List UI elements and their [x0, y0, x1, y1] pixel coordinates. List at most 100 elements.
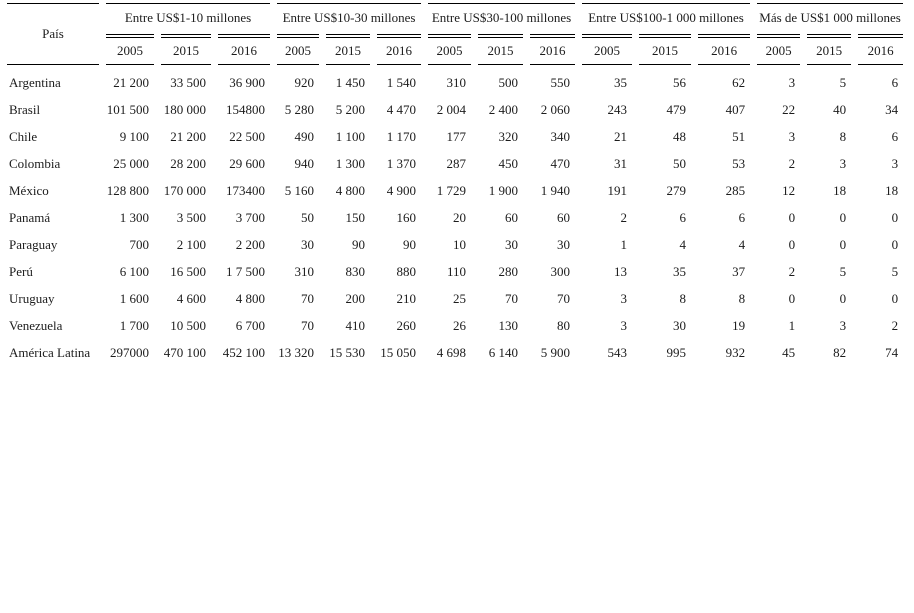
value-cell: 3 — [839, 155, 847, 171]
value-cell: 3 — [891, 155, 899, 171]
value-cell: 1 7 500 — [226, 263, 266, 279]
value-cell: 15 050 — [380, 344, 417, 360]
year-header: 2016 — [218, 34, 271, 65]
value-cell: 0 — [839, 209, 847, 225]
value-cell: 80 — [557, 317, 571, 333]
value-cell: 1 940 — [540, 182, 571, 198]
value-cell: 5 280 — [284, 101, 315, 117]
value-cell: 70 — [301, 317, 315, 333]
value-cell: 285 — [725, 182, 746, 198]
value-cell: 940 — [294, 155, 315, 171]
value-cell: 995 — [666, 344, 687, 360]
value-cell: 5 — [839, 263, 847, 279]
country-cell: América Latina — [9, 344, 91, 360]
value-cell: 1 450 — [335, 74, 366, 90]
value-cell: 490 — [294, 128, 315, 144]
value-cell: 90 — [403, 236, 417, 252]
value-cell: 10 — [453, 236, 467, 252]
value-cell: 932 — [725, 344, 746, 360]
value-cell: 2 060 — [540, 101, 571, 117]
value-cell: 48 — [673, 128, 687, 144]
value-cell: 3 — [788, 74, 796, 90]
value-cell: 0 — [788, 236, 796, 252]
year-header: 2016 — [530, 34, 576, 65]
value-cell: 51 — [732, 128, 746, 144]
value-cell: 340 — [550, 128, 571, 144]
table-row: Paraguay 700 2 100 2 200 30 90 90 10 30 30 1 4 4 0 0 0 — [7, 231, 903, 258]
group-header-over-1000: Más de US$1 000 millones — [757, 3, 904, 34]
value-cell: 33 500 — [170, 74, 206, 90]
value-cell: 410 — [345, 317, 366, 333]
value-cell: 3 500 — [176, 209, 206, 225]
value-cell: 6 100 — [119, 263, 149, 279]
value-cell: 5 — [891, 263, 899, 279]
value-cell: 5 — [839, 74, 847, 90]
value-cell: 40 — [833, 101, 847, 117]
table-row: Venezuela 1 700 10 500 6 700 70 410 260 26 130 80… — [7, 312, 903, 339]
value-cell: 22 — [782, 101, 796, 117]
value-cell: 128 800 — [106, 182, 149, 198]
value-cell: 2 100 — [176, 236, 206, 252]
value-cell: 173400 — [226, 182, 266, 198]
value-cell: 700 — [129, 236, 150, 252]
table-row: Panamá 1 300 3 500 3 700 50 150 160 20 60 60 2 6 6 0 0… — [7, 204, 903, 231]
value-cell: 35 — [614, 74, 628, 90]
value-cell: 0 — [839, 236, 847, 252]
value-cell: 4 800 — [335, 182, 366, 198]
value-cell: 12 — [782, 182, 796, 198]
value-cell: 830 — [345, 263, 366, 279]
value-cell: 9 100 — [119, 128, 149, 144]
wealth-brackets-table: País Entre US$1-10 millones Entre US$10-… — [0, 3, 910, 366]
value-cell: 13 320 — [278, 344, 315, 360]
value-cell: 4 — [679, 236, 687, 252]
table-row: Chile 9 100 21 200 22 500 490 1 100 1 170 177 32… — [7, 123, 903, 150]
value-cell: 35 — [673, 263, 687, 279]
value-cell: 16 500 — [170, 263, 206, 279]
year-header: 2016 — [377, 34, 422, 65]
value-cell: 550 — [550, 74, 571, 90]
value-cell: 30 — [673, 317, 687, 333]
country-cell: Panamá — [9, 209, 51, 225]
table-row: Brasil 101 500 180 000 154800 5 280 5 200 4 47… — [7, 96, 903, 123]
value-cell: 90 — [352, 236, 366, 252]
value-cell: 1 370 — [386, 155, 417, 171]
value-cell: 1 729 — [436, 182, 467, 198]
value-cell: 5 900 — [540, 344, 571, 360]
value-cell: 18 — [885, 182, 899, 198]
value-cell: 191 — [607, 182, 628, 198]
value-cell: 1 540 — [386, 74, 417, 90]
value-cell: 1 900 — [488, 182, 519, 198]
value-cell: 30 — [301, 236, 315, 252]
value-cell: 1 — [788, 317, 796, 333]
value-cell: 45 — [782, 344, 796, 360]
value-cell: 2 — [788, 155, 796, 171]
year-header: 2015 — [161, 34, 211, 65]
value-cell: 2 200 — [235, 236, 266, 252]
value-cell: 3 — [620, 317, 628, 333]
value-cell: 28 200 — [170, 155, 206, 171]
value-cell: 0 — [891, 290, 899, 306]
value-cell: 300 — [550, 263, 571, 279]
value-cell: 34 — [885, 101, 899, 117]
year-header: 2005 — [106, 34, 154, 65]
value-cell: 19 — [732, 317, 746, 333]
value-cell: 21 — [614, 128, 628, 144]
value-cell: 2 — [788, 263, 796, 279]
value-cell: 30 — [557, 236, 571, 252]
value-cell: 21 200 — [113, 74, 149, 90]
page: País Entre US$1-10 millones Entre US$10-… — [0, 3, 914, 613]
value-cell: 13 — [614, 263, 628, 279]
value-cell: 0 — [891, 209, 899, 225]
value-cell: 154800 — [226, 101, 266, 117]
value-cell: 1 300 — [119, 209, 149, 225]
group-header-1-10: Entre US$1-10 millones — [106, 3, 271, 34]
year-header: 2005 — [757, 34, 801, 65]
year-header: 2016 — [698, 34, 751, 65]
table-row: Colombia 25 000 28 200 29 600 940 1 300 1 370 2… — [7, 150, 903, 177]
value-cell: 101 500 — [106, 101, 149, 117]
value-cell: 3 — [620, 290, 628, 306]
value-cell: 5 160 — [284, 182, 315, 198]
value-cell: 50 — [673, 155, 687, 171]
value-cell: 0 — [891, 236, 899, 252]
table-header: País Entre US$1-10 millones Entre US$10-… — [7, 3, 904, 65]
